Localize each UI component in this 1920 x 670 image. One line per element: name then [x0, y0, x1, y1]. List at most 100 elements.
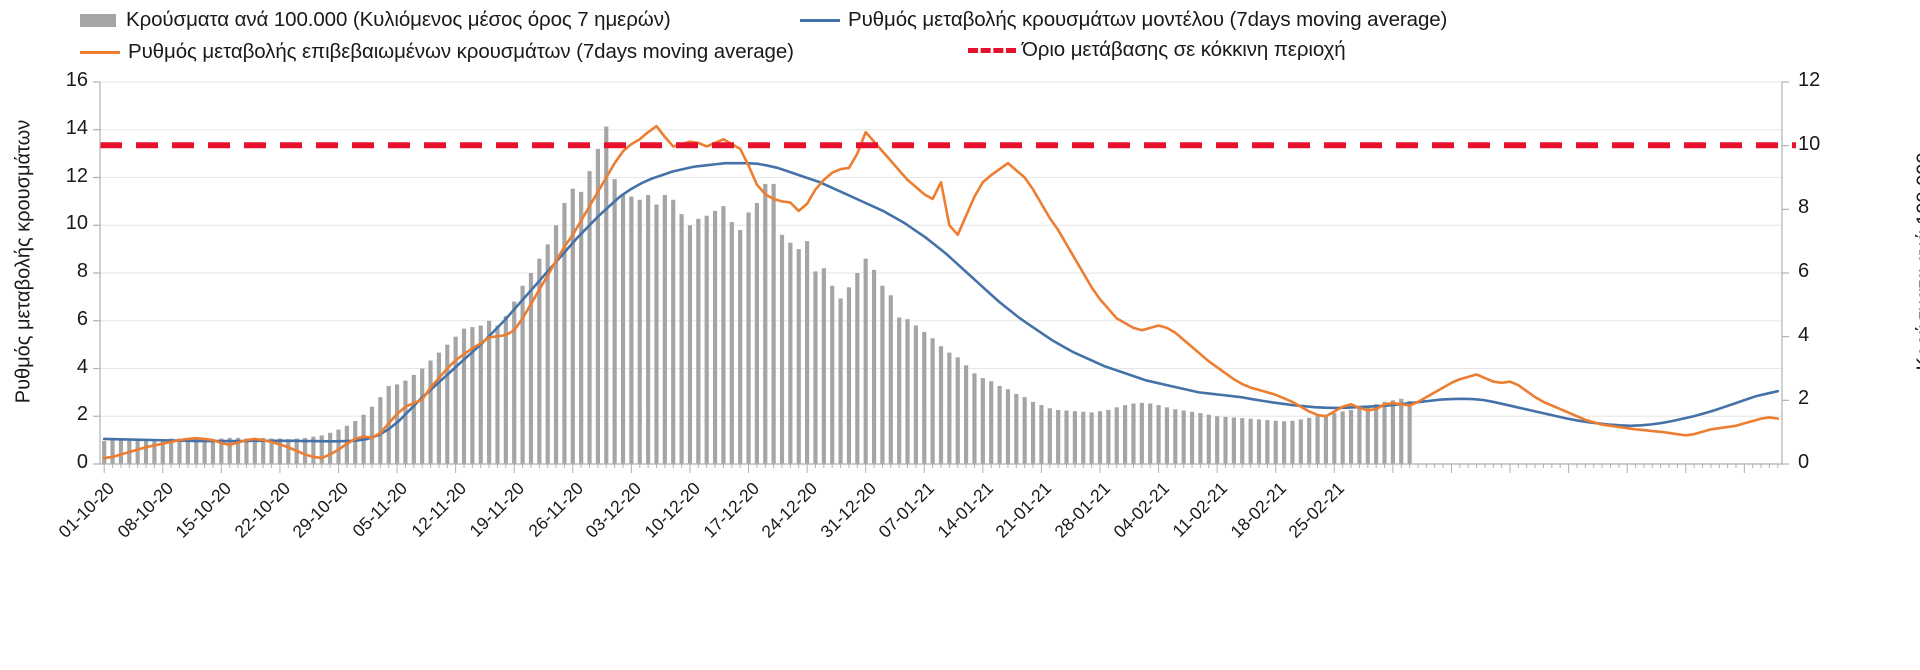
legend-label-model-line: Ρυθμός μεταβολής κρουσμάτων μοντέλου (7d… [848, 8, 1448, 31]
bar [1240, 418, 1245, 464]
bar [863, 258, 868, 464]
bar [587, 171, 592, 464]
bar [696, 218, 701, 464]
bar [302, 437, 308, 464]
bar [311, 436, 316, 464]
bar [436, 352, 442, 464]
bar [654, 204, 659, 464]
y-axis-left-tick-label: 10 [65, 212, 88, 235]
bar [604, 126, 609, 465]
bar [880, 285, 885, 464]
bar [679, 214, 684, 464]
bar [143, 439, 149, 464]
y-axis-left-title: Ρυθμός μεταβολής κρουσμάτων [12, 119, 35, 404]
legend-item-model-line[interactable]: Ρυθμός μεταβολής κρουσμάτων μοντέλου (7d… [800, 8, 1447, 32]
bar [1148, 403, 1153, 464]
y-axis-left-tick-label: 8 [76, 260, 88, 282]
bar [1189, 411, 1195, 464]
bar [369, 406, 375, 464]
bar [453, 336, 458, 464]
bar [261, 437, 266, 464]
y-axis-left-tick-label: 4 [76, 355, 88, 378]
bar [922, 331, 927, 464]
bar [1131, 403, 1136, 464]
y-axis-right-tick-label: 4 [1798, 323, 1810, 346]
bar [461, 328, 467, 464]
bar [620, 195, 626, 464]
bar [277, 438, 283, 464]
bar [1332, 413, 1337, 464]
y-axis-right-tick-label: 10 [1798, 132, 1821, 155]
bar [1030, 401, 1036, 464]
bar [930, 338, 935, 464]
bar [595, 148, 600, 464]
bar [235, 437, 241, 464]
bar [1106, 409, 1111, 464]
bar [1290, 420, 1295, 464]
y-axis-right-tick-label: 2 [1798, 387, 1810, 410]
bar [202, 438, 207, 464]
bar [1039, 405, 1044, 464]
bar [905, 319, 910, 464]
bar [771, 183, 776, 464]
legend-label-threshold: Όριο μετάβασης σε κόκκινη περιοχή [1022, 38, 1346, 61]
bar [913, 325, 918, 464]
legend-item-threshold[interactable]: Όριο μετάβασης σε κόκκινη περιοχή [968, 38, 1346, 62]
y-axis-left-tick-label: 14 [65, 116, 88, 139]
bar [1215, 416, 1220, 464]
bar [219, 438, 224, 464]
bar [1173, 409, 1178, 464]
bar [1081, 411, 1086, 464]
bar [1390, 400, 1395, 464]
line-swatch-icon-orange [80, 50, 120, 54]
bar [662, 195, 667, 464]
bar [403, 380, 408, 464]
bar [495, 325, 500, 464]
bar [160, 439, 165, 464]
legend-item-confirmed-line[interactable]: Ρυθμός μεταβολής επιβεβαιωμένων κρουσμάτ… [80, 40, 794, 64]
bar [545, 244, 550, 464]
bar [712, 210, 718, 464]
bar [512, 301, 517, 464]
bar [169, 438, 174, 464]
bar [286, 439, 291, 464]
legend-item-cases-bars[interactable]: Κρούσματα ανά 100.000 (Κυλιόμενος μέσος … [80, 8, 671, 32]
bar [796, 249, 801, 464]
bar [1348, 409, 1354, 464]
dashed-line-swatch-icon [968, 47, 1016, 53]
bar [1114, 407, 1119, 464]
bar [1357, 408, 1362, 464]
y-axis-left-tick-label: 0 [76, 451, 88, 473]
bar [353, 421, 358, 464]
bar [754, 202, 759, 464]
bar [1198, 413, 1203, 464]
bar [152, 439, 157, 464]
bar [1256, 419, 1262, 464]
bar [470, 327, 475, 464]
bar [1072, 411, 1077, 464]
y-axis-right-tick-label: 8 [1798, 196, 1810, 219]
bar [1089, 412, 1094, 464]
bar [1399, 398, 1404, 464]
bar [135, 438, 140, 464]
bar [394, 384, 400, 464]
bar [411, 374, 416, 464]
bar [813, 271, 818, 464]
bar [579, 191, 584, 464]
bar [738, 230, 743, 464]
bar [1382, 401, 1387, 464]
y-axis-left-tick-label: 6 [76, 307, 88, 330]
series-line [102, 161, 1780, 443]
bar [537, 258, 542, 464]
bar [118, 439, 124, 464]
y-axis-right-title: Κρούσματα ανά 100.000 [1913, 152, 1920, 371]
bar [378, 397, 383, 464]
bar [503, 315, 508, 464]
bar [1365, 406, 1370, 464]
y-axis-left-tick-label: 12 [65, 164, 88, 187]
bar [1047, 408, 1052, 464]
bar [897, 317, 902, 464]
bar [1282, 421, 1287, 464]
